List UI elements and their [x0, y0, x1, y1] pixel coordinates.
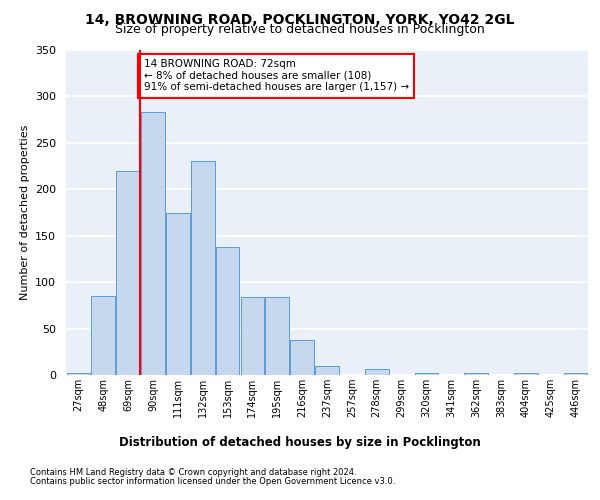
Bar [141, 112, 165, 375]
Bar [67, 373, 90, 375]
Bar [191, 162, 215, 375]
Bar [216, 247, 239, 375]
Text: 14 BROWNING ROAD: 72sqm
← 8% of detached houses are smaller (108)
91% of semi-de: 14 BROWNING ROAD: 72sqm ← 8% of detached… [143, 60, 409, 92]
Text: Distribution of detached houses by size in Pocklington: Distribution of detached houses by size … [119, 436, 481, 449]
Bar [514, 373, 538, 375]
Bar [315, 366, 339, 375]
Text: Size of property relative to detached houses in Pocklington: Size of property relative to detached ho… [115, 22, 485, 36]
Bar [290, 340, 314, 375]
Y-axis label: Number of detached properties: Number of detached properties [20, 125, 29, 300]
Bar [265, 297, 289, 375]
Bar [91, 296, 115, 375]
Bar [166, 212, 190, 375]
Bar [464, 373, 488, 375]
Bar [564, 373, 587, 375]
Bar [116, 170, 140, 375]
Text: 14, BROWNING ROAD, POCKLINGTON, YORK, YO42 2GL: 14, BROWNING ROAD, POCKLINGTON, YORK, YO… [85, 12, 515, 26]
Text: Contains public sector information licensed under the Open Government Licence v3: Contains public sector information licen… [30, 476, 395, 486]
Bar [365, 370, 389, 375]
Text: Contains HM Land Registry data © Crown copyright and database right 2024.: Contains HM Land Registry data © Crown c… [30, 468, 356, 477]
Bar [415, 373, 438, 375]
Bar [241, 297, 264, 375]
